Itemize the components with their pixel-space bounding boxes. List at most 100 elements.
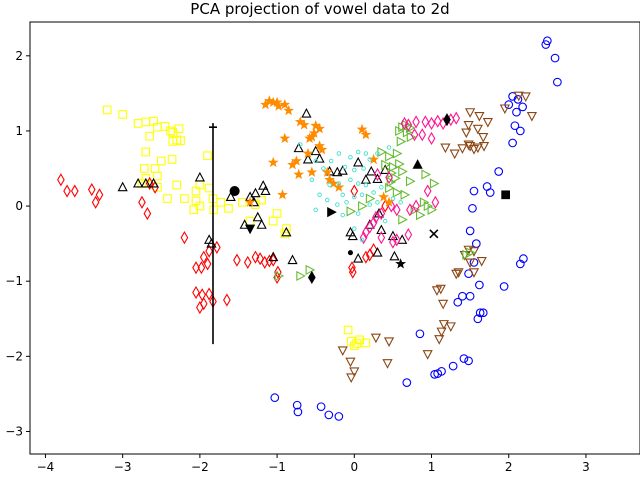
data-point — [348, 265, 357, 279]
data-point — [465, 108, 476, 118]
data-point — [334, 412, 344, 421]
data-point — [317, 192, 322, 198]
data-point — [438, 320, 449, 330]
data-point — [427, 204, 438, 215]
data-point — [433, 114, 442, 128]
data-point — [415, 209, 426, 221]
data-point — [392, 203, 401, 217]
data-point — [355, 335, 365, 345]
data-point — [257, 195, 266, 205]
data-point — [476, 256, 487, 267]
data-point — [346, 373, 357, 384]
data-point — [452, 111, 461, 125]
data-point — [314, 153, 325, 163]
data-point — [224, 203, 233, 213]
data-point — [469, 186, 479, 196]
data-point — [508, 138, 517, 148]
data-point-special — [209, 123, 217, 345]
data-point — [268, 216, 278, 226]
data-point — [499, 282, 509, 291]
data-point — [431, 195, 440, 209]
data-point — [298, 119, 310, 130]
data-point — [362, 250, 370, 264]
data-point — [343, 325, 353, 335]
data-point — [344, 200, 349, 205]
data-point — [321, 166, 326, 171]
data-point — [143, 206, 152, 221]
data-point — [390, 196, 396, 201]
data-point — [377, 206, 386, 221]
data-point — [395, 158, 405, 170]
data-point — [482, 117, 494, 128]
data-point-special — [307, 270, 316, 285]
data-point — [402, 378, 412, 387]
data-point — [385, 151, 395, 162]
data-point — [256, 252, 264, 266]
data-point — [410, 128, 419, 142]
data-point — [449, 149, 460, 160]
data-point — [274, 265, 282, 279]
data-point — [306, 166, 318, 177]
data-point — [356, 123, 368, 135]
data-point — [223, 293, 231, 307]
data-point — [63, 184, 71, 198]
data-point — [512, 107, 521, 117]
data-point — [205, 287, 213, 301]
data-point — [118, 110, 128, 119]
data-point — [203, 151, 212, 161]
data-point — [352, 226, 357, 231]
data-point — [465, 142, 476, 152]
data-point — [139, 164, 149, 173]
data-point — [478, 308, 488, 318]
data-point — [494, 167, 504, 176]
data-point — [367, 202, 372, 207]
data-point — [313, 207, 318, 213]
data-point — [369, 216, 378, 230]
data-point — [370, 333, 382, 344]
data-point — [461, 128, 472, 139]
data-point — [309, 177, 315, 183]
data-point — [353, 252, 364, 263]
data-point — [298, 142, 303, 147]
data-point — [281, 226, 292, 237]
data-point — [430, 370, 439, 379]
data-point — [429, 178, 440, 189]
data-point — [519, 254, 528, 264]
data-point — [435, 284, 446, 295]
data-point — [141, 147, 151, 157]
data-point — [360, 129, 372, 140]
data-point — [472, 143, 483, 154]
data-point — [293, 407, 303, 417]
data-point — [293, 142, 304, 153]
data-point — [382, 359, 393, 369]
points-layer — [57, 36, 562, 421]
data-point — [145, 131, 155, 141]
data-point — [274, 270, 285, 282]
data-point — [348, 261, 356, 275]
data-point — [473, 314, 483, 324]
x-tick-label: 0 — [350, 460, 358, 474]
data-point — [513, 95, 523, 104]
x-tick-label: −3 — [114, 460, 132, 474]
data-point — [336, 181, 342, 186]
data-point — [316, 144, 328, 155]
data-point — [448, 361, 458, 371]
data-point — [340, 192, 345, 198]
data-point — [475, 280, 484, 290]
data-point — [287, 254, 298, 265]
data-point — [375, 151, 380, 156]
data-point — [252, 211, 263, 222]
data-point — [292, 400, 302, 410]
data-point — [457, 144, 468, 154]
data-point — [396, 136, 407, 147]
data-point — [352, 167, 357, 173]
y-tick-label: 1 — [15, 124, 23, 138]
data-point — [244, 196, 256, 207]
data-point — [346, 206, 357, 217]
data-point — [321, 166, 333, 177]
data-point-special — [429, 229, 439, 239]
data-point — [451, 269, 462, 280]
data-point — [91, 195, 100, 209]
data-point — [348, 154, 353, 160]
data-point — [160, 122, 170, 131]
